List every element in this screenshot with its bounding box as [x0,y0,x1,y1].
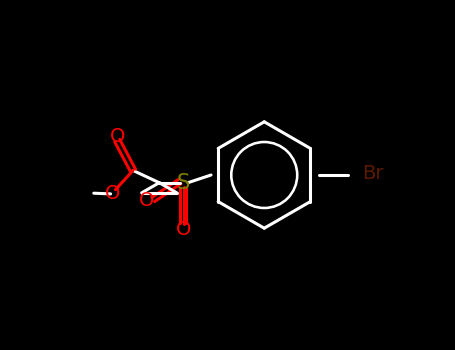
Text: Br: Br [362,164,384,183]
Text: O: O [110,127,125,146]
Text: O: O [176,220,192,239]
Text: O: O [105,184,121,203]
Text: O: O [139,191,154,210]
Text: S: S [177,173,190,193]
